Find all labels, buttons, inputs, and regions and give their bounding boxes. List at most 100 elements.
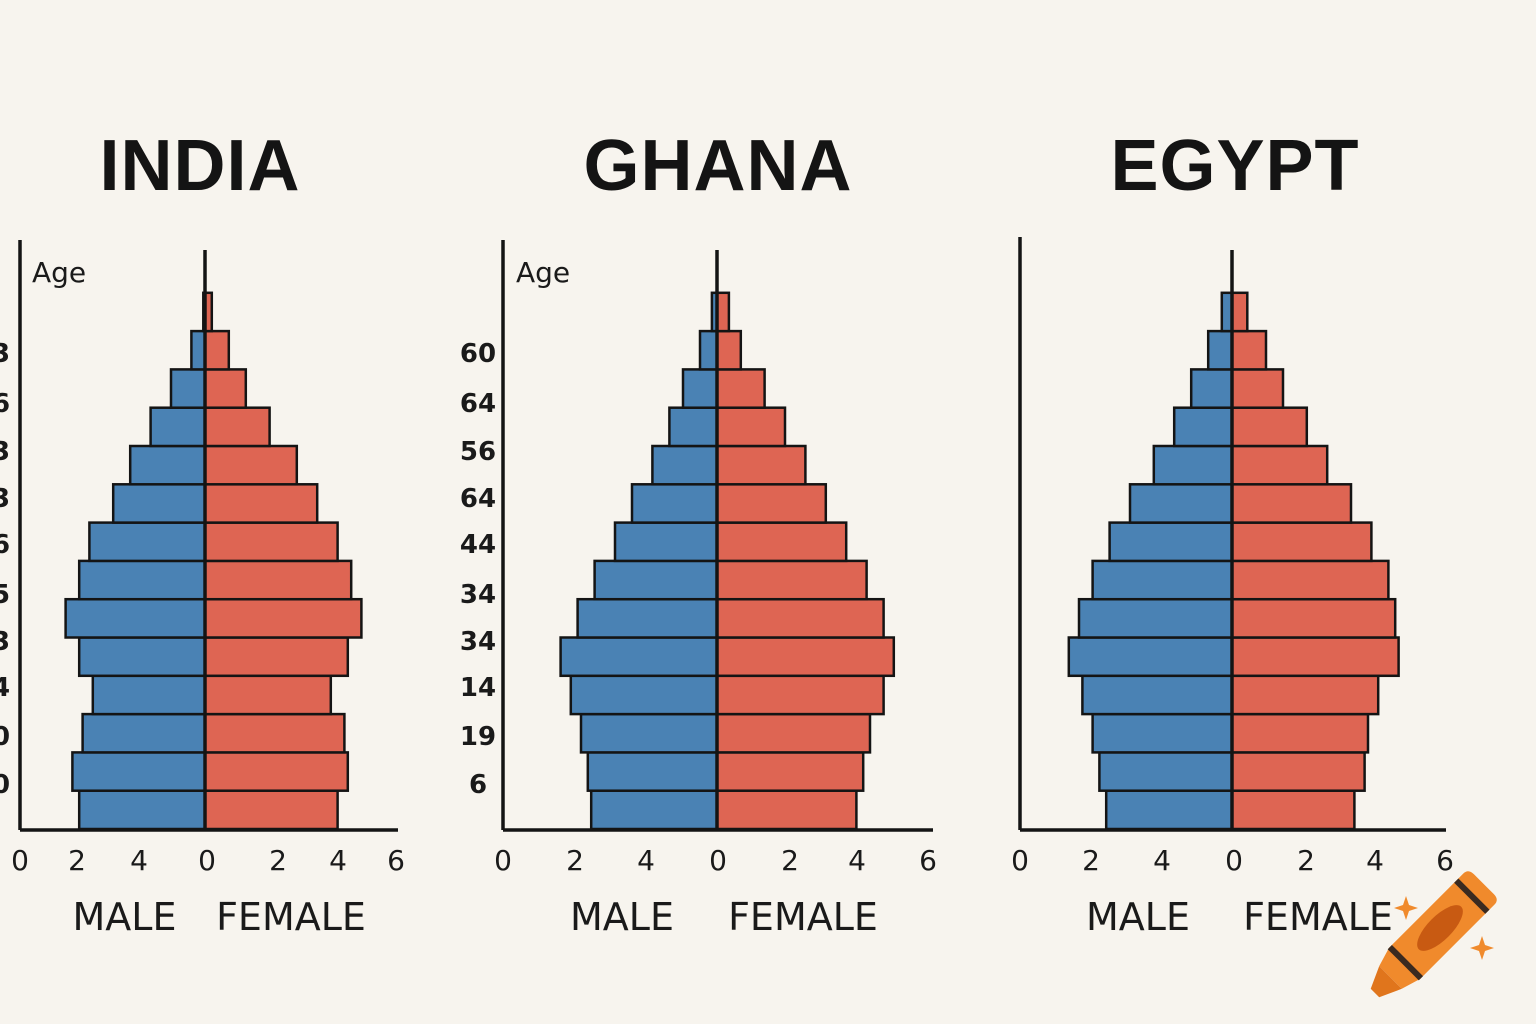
x-tick-label: 2 (781, 844, 799, 877)
male-bar (593, 559, 719, 601)
y-tick-label: 34 (460, 627, 496, 657)
male-bar (1077, 597, 1234, 639)
female-bar (203, 368, 248, 409)
male-bar (1108, 521, 1234, 563)
pyramid-ghana: GHANA 0 2 4 0 2 4 6 MALE FEMALE Age 60 64 56 64 44 34 34 1… (460, 126, 937, 939)
female-bar (1230, 521, 1373, 563)
y-tick-label: 0 (0, 722, 10, 752)
female-bar (203, 406, 271, 448)
female-bar (203, 521, 339, 563)
male-bar (1104, 789, 1234, 831)
x-tick-label: 0 (11, 844, 29, 877)
male-bar (1189, 368, 1234, 409)
x-tick-label: 0 (1011, 844, 1029, 877)
y-tick-label: 64 (460, 484, 496, 514)
male-bar (698, 329, 719, 371)
y-tick-label: 0 (0, 770, 10, 800)
y-tick-label: 60 (460, 339, 496, 369)
male-bar (91, 674, 207, 716)
female-bar (715, 636, 896, 678)
female-bar (203, 712, 346, 754)
male-bar (77, 789, 207, 831)
y-tick-label: 3 (0, 437, 10, 467)
female-bar (1230, 789, 1356, 831)
female-bar (203, 751, 350, 792)
male-bar (613, 521, 719, 563)
chart-title: INDIA (100, 126, 301, 206)
female-bar (1230, 444, 1329, 486)
x-tick-label: 6 (1436, 844, 1454, 877)
female-bar (1230, 636, 1400, 678)
female-bar (715, 406, 787, 448)
y-tick-label: 3 (0, 627, 10, 657)
female-label: FEMALE (728, 895, 878, 939)
male-bar (1081, 674, 1234, 716)
y-tick-label: 6 (469, 770, 487, 800)
male-bar (681, 368, 719, 409)
male-bar (169, 368, 207, 409)
male-bar (77, 636, 207, 678)
male-label: MALE (1086, 895, 1190, 939)
male-bar (579, 712, 719, 754)
female-bar (715, 368, 766, 409)
x-tick-label: 4 (848, 844, 866, 877)
female-bar (203, 329, 231, 371)
crayon-band (1454, 878, 1490, 914)
female-bar (1230, 368, 1285, 409)
male-bar (1091, 712, 1234, 754)
x-tick-label: 2 (566, 844, 584, 877)
sparkle-icon (1470, 936, 1494, 960)
x-tick-label: 0 (709, 844, 727, 877)
female-bar (203, 636, 350, 678)
female-bar (1230, 406, 1309, 448)
female-bar (715, 483, 828, 524)
female-bar (715, 291, 731, 333)
male-bar (1098, 751, 1234, 792)
y-tick-label: 5 (0, 580, 10, 610)
y-tick-label: 3 (0, 484, 10, 514)
female-bar (715, 329, 743, 371)
female-bar (1230, 329, 1268, 371)
male-bar (77, 559, 207, 601)
x-tick-label: 4 (329, 844, 347, 877)
male-bar (586, 751, 719, 792)
crayon-icon (1370, 871, 1497, 998)
y-axis-title: Age (32, 256, 86, 289)
x-tick-label: 2 (269, 844, 287, 877)
female-bar (203, 483, 319, 524)
male-bar (128, 444, 207, 486)
chart-title: GHANA (584, 126, 853, 206)
x-tick-label: 4 (1366, 844, 1384, 877)
male-bar (668, 406, 719, 448)
x-tick-label: 6 (919, 844, 937, 877)
female-bar (203, 559, 353, 601)
y-tick-label: 56 (460, 437, 496, 467)
female-bar (715, 597, 885, 639)
female-bar (203, 597, 363, 639)
sparkle-icon (1394, 896, 1418, 920)
female-bar (1230, 712, 1370, 754)
x-tick-label: 0 (494, 844, 512, 877)
male-bar (64, 597, 207, 639)
crayon-tip (1370, 966, 1402, 998)
pyramid-india: INDIA 0 2 4 0 2 4 6 MALE FEMALE Age 3 6 3 3 6 5 3 4 0 0 (0, 126, 405, 939)
female-bar (715, 789, 858, 831)
y-tick-label: 19 (460, 722, 496, 752)
male-bar (630, 483, 719, 524)
male-bar (190, 329, 207, 371)
x-tick-label: 6 (387, 844, 405, 877)
male-bar (1152, 444, 1234, 486)
chart-title: EGYPT (1110, 126, 1359, 206)
x-tick-label: 2 (1082, 844, 1100, 877)
y-tick-label: 64 (460, 389, 496, 419)
male-bar (559, 636, 719, 678)
female-label: FEMALE (1243, 895, 1393, 939)
female-bar (203, 789, 339, 831)
female-bar (715, 559, 868, 601)
x-tick-label: 4 (130, 844, 148, 877)
female-bar (1230, 483, 1353, 524)
female-bar (203, 674, 333, 716)
male-bar (1091, 559, 1234, 601)
female-bar (715, 712, 872, 754)
